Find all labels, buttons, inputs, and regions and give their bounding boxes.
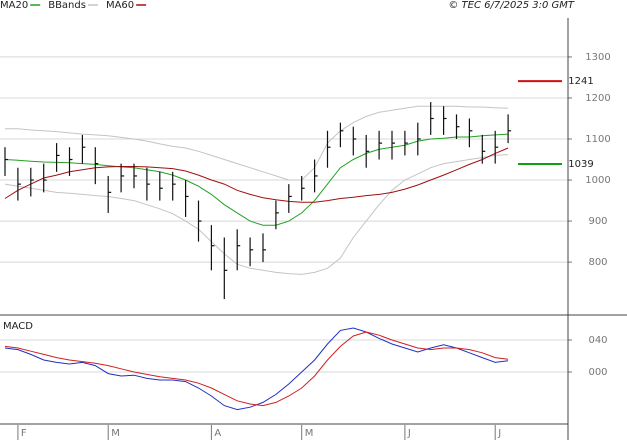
- indicator-line: [5, 105, 509, 181]
- x-tick-label: M: [305, 428, 314, 439]
- y-tick-label: 1200: [585, 93, 610, 104]
- y-tick-label: 040: [588, 335, 607, 346]
- indicator-line: [4, 154, 509, 275]
- level-label: 1241: [568, 76, 593, 87]
- y-tick-label: 000: [588, 367, 607, 378]
- panel-title: MACD: [3, 321, 33, 332]
- legend-label: BBands: [48, 0, 86, 11]
- x-tick-label: A: [214, 428, 221, 439]
- level-label: 1039: [568, 159, 593, 170]
- y-tick-label: 900: [588, 216, 607, 227]
- copyright: © TEC 6/7/2025 3:0 GMT: [448, 0, 575, 11]
- y-tick-label: 1300: [585, 52, 610, 63]
- x-tick-label: M: [111, 428, 120, 439]
- x-tick-label: J: [497, 428, 501, 439]
- x-tick-label: J: [407, 428, 411, 439]
- indicator-line: [4, 147, 509, 203]
- x-tick-label: F: [21, 428, 27, 439]
- legend-label: MA60: [106, 0, 134, 11]
- y-tick-label: 1100: [585, 134, 610, 145]
- y-tick-label: 1000: [585, 175, 610, 186]
- y-tick-label: 800: [588, 257, 607, 268]
- legend-label: MA20: [0, 0, 28, 11]
- indicator-line: [4, 133, 509, 226]
- macd-line: [4, 331, 509, 407]
